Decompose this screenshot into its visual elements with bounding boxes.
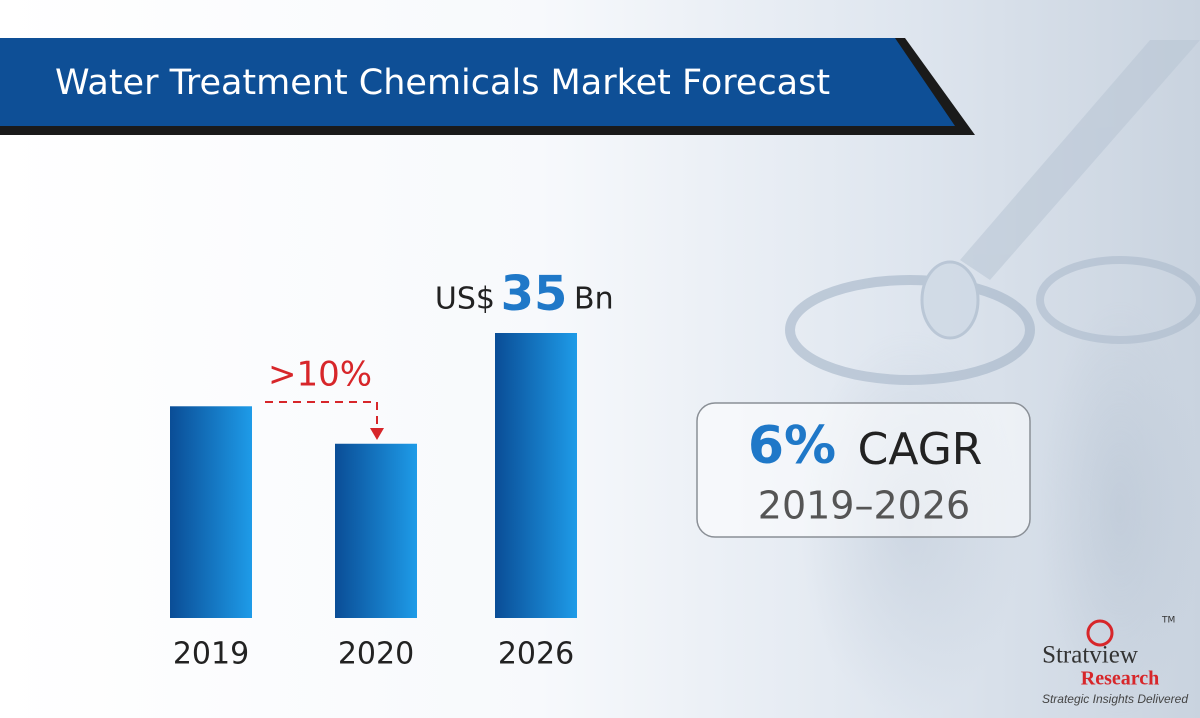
logo-name: Stratview: [1042, 642, 1138, 669]
x-tick-label: 2026: [498, 637, 574, 672]
annotation-arrowhead: [370, 428, 384, 440]
logo-tagline: Strategic Insights Delivered: [1042, 692, 1188, 706]
annotation: >10%: [268, 355, 372, 395]
bar: [495, 333, 577, 618]
logo-subtitle: Research: [1081, 668, 1160, 690]
value-label: 35: [501, 266, 568, 322]
x-tick-label: 2019: [173, 637, 249, 672]
logo-icon: [1086, 619, 1114, 647]
title-banner: [0, 38, 955, 126]
bar: [335, 443, 417, 618]
cagr-period: 2019–2026: [758, 484, 970, 528]
lab-glass-decoration: [785, 40, 1200, 718]
logo-trademark: TM: [1161, 616, 1175, 626]
value-prefix: US$: [435, 282, 495, 317]
value-unit: Bn: [574, 282, 614, 317]
x-tick-label: 2020: [338, 637, 414, 672]
cagr-value: 6%: [748, 416, 836, 476]
annotation-arrow: [265, 401, 378, 430]
cagr-box: [696, 402, 1031, 538]
cagr-label: CAGR: [858, 424, 983, 475]
chart-title: Water Treatment Chemicals Market Forecas…: [55, 63, 830, 103]
logo: Stratview TM Research Strategic Insights…: [1042, 616, 1188, 707]
bar: [170, 406, 252, 618]
